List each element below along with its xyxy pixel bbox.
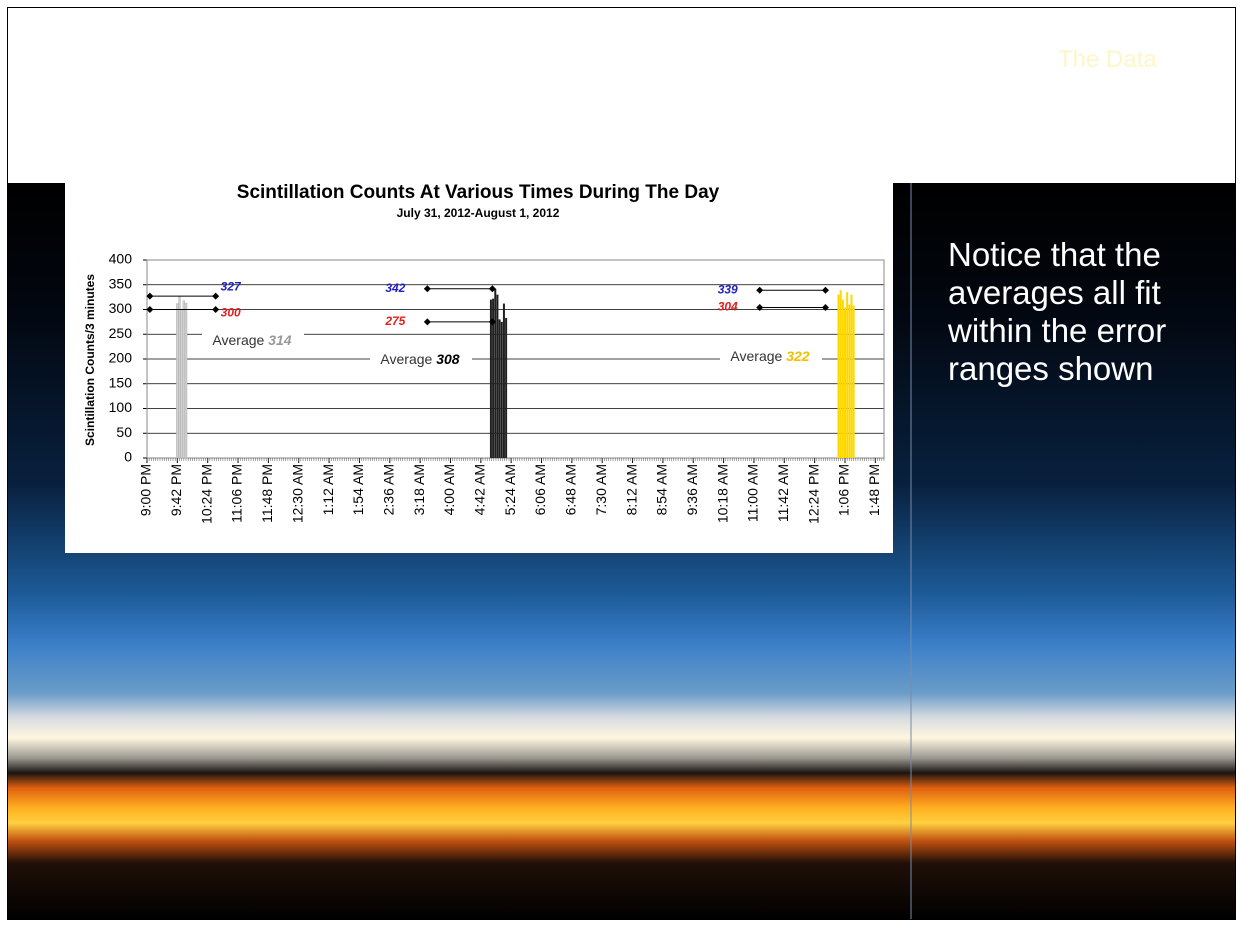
chart-subtitle: July 31, 2012-August 1, 2012 [397,206,560,220]
bar [848,305,850,458]
x-tick-label: 4:00 AM [441,464,457,515]
chart: Scintillation Counts At Various Times Du… [0,0,1240,926]
bar [185,303,187,458]
y-tick-label: 350 [109,275,133,291]
x-tick-label: 3:18 AM [411,464,427,515]
bar [494,289,496,458]
x-tick-label: 4:42 AM [472,464,488,515]
average-text: Average [730,348,782,364]
bar [179,296,181,458]
bar [505,318,507,458]
x-tick-label: 11:00 AM [745,464,761,522]
x-tick-label: 11:48 PM [259,464,275,523]
range-label: 300 [221,306,241,320]
average-label: Average 314 [212,332,291,348]
x-tick-label: 11:42 AM [775,464,791,522]
y-tick-label: 250 [109,325,133,341]
bar [853,306,855,458]
bar [501,322,503,458]
x-tick-label: 2:36 AM [380,464,396,515]
x-tick-label: 10:24 PM [198,464,214,524]
y-tick-label: 400 [109,251,133,267]
x-tick-label: 8:12 AM [623,464,639,515]
x-tick-label: 12:30 AM [289,464,305,523]
x-tick-label: 1:48 PM [866,464,882,516]
y-tick-label: 300 [109,300,133,316]
bar [183,301,185,458]
bar [181,310,183,459]
chart-title: Scintillation Counts At Various Times Du… [237,182,720,203]
x-tick-label: 1:54 AM [350,464,366,515]
x-tick-label: 11:06 PM [229,464,245,523]
average-value: 322 [786,348,810,364]
range-label: 339 [718,282,738,296]
y-tick-label: 150 [109,374,133,390]
bar [850,295,852,458]
average-value: 308 [436,351,460,367]
bar [837,295,839,458]
range-label: 342 [385,281,405,295]
x-tick-label: 1:12 AM [320,464,336,515]
x-tick-label: 10:18 AM [714,464,730,523]
y-axis-label: Scintillation Counts/3 minutes [83,274,97,446]
x-tick-label: 9:36 AM [684,464,700,515]
y-tick-label: 50 [116,424,132,440]
bar [840,290,842,458]
bar [496,295,498,458]
range-label: 275 [384,314,405,328]
x-tick-label: 9:00 PM [138,464,154,516]
bar [842,300,844,458]
x-tick-label: 12:24 PM [805,464,821,524]
x-tick-label: 7:30 AM [593,464,609,515]
x-tick-label: 8:54 AM [654,464,670,515]
bar [499,319,501,458]
x-tick-label: 1:06 PM [836,464,852,516]
average-label: Average 322 [730,348,809,364]
y-tick-label: 0 [124,449,132,465]
average-text: Average [380,351,432,367]
minor-ticks [147,458,884,461]
y-tick-label: 200 [109,350,133,366]
page: {"slide_title": "The Data", "note": "Not… [0,0,1240,926]
x-tick-label: 6:06 AM [532,464,548,515]
average-value: 314 [268,332,292,348]
range-label: 327 [221,279,242,293]
x-tick-label: 6:48 AM [563,464,579,515]
average-label: Average 308 [380,351,459,367]
bar [176,304,178,458]
bar [844,308,846,458]
x-tick-label: 5:24 AM [502,464,518,515]
bar [503,304,505,458]
range-label: 304 [718,300,738,314]
x-tick-label: 9:42 PM [168,464,184,516]
bar [846,292,848,458]
average-text: Average [212,332,264,348]
y-tick-label: 100 [109,399,133,415]
